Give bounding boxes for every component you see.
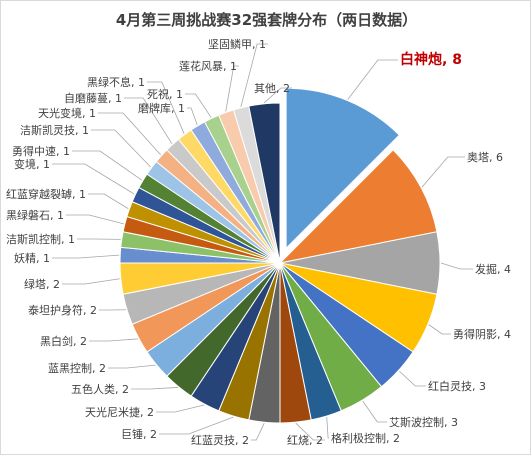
leader-line-16: [52, 254, 120, 259]
leader-line-7: [295, 422, 325, 441]
slice-label-16: 妖精, 1: [14, 251, 50, 265]
slice-label-11: 五色人类, 2: [71, 382, 129, 396]
slice-label-6: 格利极控制, 2: [331, 431, 400, 445]
leader-line-8: [251, 423, 265, 441]
slice-label-9: 巨锤, 2: [121, 427, 157, 441]
leader-line-30: [263, 87, 292, 104]
slice-label-12: 蓝黑控制, 2: [48, 361, 106, 375]
slice-label-22: 洁斯凯灵技, 1: [20, 124, 89, 137]
leader-line-25: [147, 81, 185, 134]
leader-line-27: [185, 93, 212, 118]
leader-line-15: [62, 278, 120, 285]
leader-line-5: [362, 400, 387, 423]
slice-label-25: 黑绿不息, 1: [87, 75, 145, 89]
slice-label-0: 白神炮, 8: [400, 51, 462, 68]
leader-line-23: [98, 112, 162, 156]
leader-line-13: [89, 338, 139, 342]
slice-label-3: 勇得阴影, 4: [453, 328, 511, 341]
leader-line-11: [131, 387, 178, 390]
slice-label-26: 磨牌库, 1: [138, 101, 185, 115]
slice-label-18: 黑绿磐石, 1: [6, 208, 64, 222]
slice-label-7: 红烧, 2: [287, 434, 323, 447]
slice-label-21: 勇得中速, 1: [12, 145, 70, 158]
leader-line-6: [326, 417, 329, 439]
leader-line-0: [347, 59, 398, 100]
pie-slice-1: [278, 149, 438, 264]
slice-label-30: 其他, 2: [254, 82, 290, 95]
slice-label-10: 天光尼米捷, 2: [85, 405, 154, 419]
slice-label-24: 自磨藤蔓, 1: [64, 91, 122, 105]
leader-line-24: [124, 97, 173, 144]
slice-label-27: 死祝, 1: [147, 87, 183, 101]
leader-line-18: [66, 214, 124, 225]
slice-label-4: 红白灵技, 3: [428, 379, 486, 393]
leader-line-12: [108, 364, 156, 369]
leader-line-20: [52, 163, 135, 195]
leader-line-21: [72, 150, 143, 181]
leader-line-3: [428, 324, 451, 335]
slice-label-1: 奥塔, 6: [467, 150, 503, 164]
pie-slice-0: [285, 87, 400, 250]
pie-slice-30: [248, 102, 281, 264]
slice-label-2: 发掘, 4: [475, 262, 511, 276]
leader-line-9: [159, 416, 234, 435]
leader-line-10: [156, 404, 205, 413]
slice-label-5: 艾斯波控制, 3: [389, 415, 458, 429]
leader-line-4: [399, 370, 426, 387]
leader-line-1: [421, 156, 465, 188]
slice-label-15: 绿塔, 2: [24, 277, 60, 291]
slice-label-29: 坚固鳞甲, 1: [208, 37, 266, 51]
slice-label-8: 红蓝灵技, 2: [191, 434, 249, 447]
slice-label-17: 洁斯凯控制, 1: [6, 232, 75, 246]
leader-line-19: [88, 193, 129, 210]
leader-line-29: [240, 43, 268, 107]
slice-label-14: 泰坦护身符, 2: [28, 303, 97, 317]
slice-label-23: 天光变境, 1: [38, 106, 96, 120]
leader-line-26: [187, 107, 198, 126]
slice-label-19: 红蓝穿越裂罅, 1: [6, 187, 86, 201]
leader-line-2: [440, 262, 473, 270]
slice-label-13: 黑白剑, 2: [40, 334, 87, 348]
leader-line-22: [91, 129, 151, 168]
leader-line-28: [225, 65, 239, 112]
chart-title: 4月第三周挑战赛32强套牌分布（两日数据）: [115, 11, 418, 29]
slice-label-28: 莲花风暴, 1: [179, 60, 237, 73]
slice-label-20: 变境, 1: [14, 157, 50, 171]
